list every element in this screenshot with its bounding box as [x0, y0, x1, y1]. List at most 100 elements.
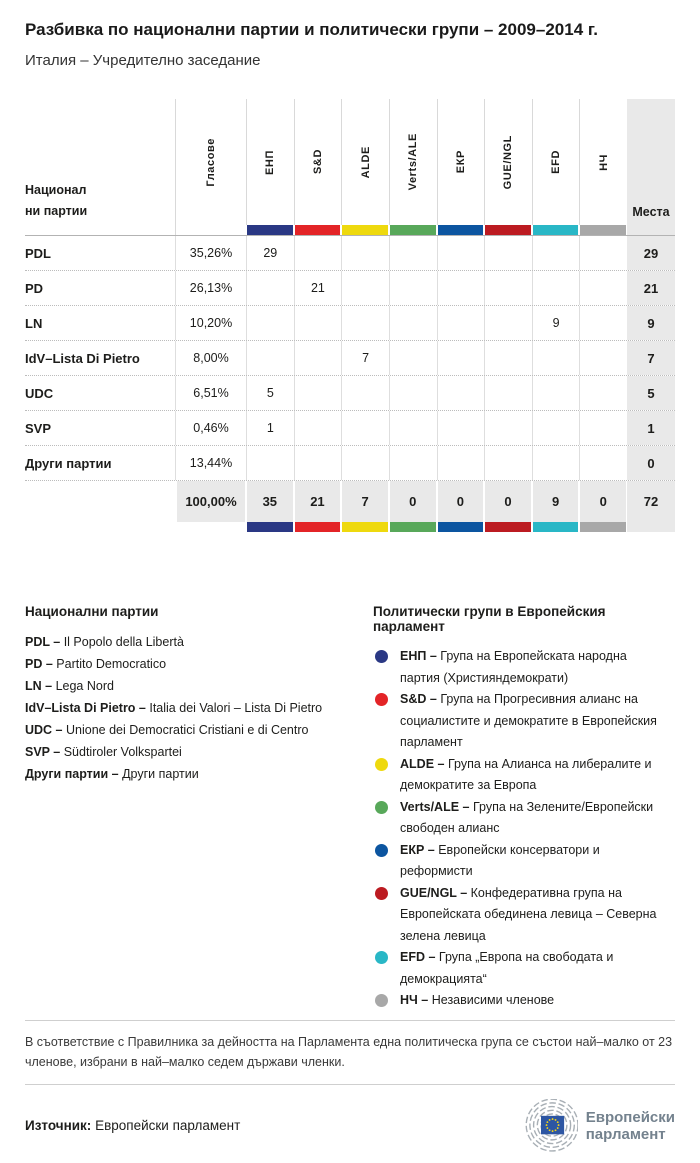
legend-item: ЕКР – Европейски консерватори и реформис… [373, 840, 675, 883]
group-seat-cell [293, 306, 342, 340]
group-color-strip-top [25, 225, 675, 235]
group-description: ЕНП – Група на Европейската народна парт… [400, 646, 665, 689]
legend-item: S&D – Група на Прогресивния алианс на со… [373, 689, 675, 754]
header-cell-group: EFD [531, 99, 580, 225]
source-line: Източник: Европейски парламент [25, 1118, 240, 1133]
legend-item: Verts/ALE – Група на Зелените/Европейски… [373, 797, 675, 840]
group-seat-cell [293, 341, 342, 375]
votes-cell: 0,46% [175, 411, 246, 445]
group-abbr: S&D – [400, 692, 437, 706]
group-seat-cell [484, 376, 532, 410]
group-color-strip [484, 522, 532, 532]
totals-group-cell: 0 [484, 481, 532, 522]
strip-spacer [25, 522, 175, 532]
group-seat-cell [341, 446, 389, 480]
header-cell-group: GUE/NGL [484, 99, 532, 225]
group-seat-cell [246, 446, 294, 480]
group-color-strip [579, 225, 627, 235]
party-full-name: Unione dei Democratici Cristiani e di Ce… [66, 723, 309, 737]
party-name-cell: Други партии [25, 455, 112, 471]
group-color-dot [375, 951, 388, 964]
group-seat-cell [388, 376, 437, 410]
group-description: НЧ – Независими членове [400, 990, 665, 1012]
group-seat-cell [436, 271, 485, 305]
group-seat-cell [484, 236, 532, 270]
group-description: Verts/ALE – Група на Зелените/Европейски… [400, 797, 665, 840]
group-column-label: S&D [311, 149, 324, 175]
legend-item: PD – Partito Democratico [25, 653, 373, 675]
group-seat-cell: 5 [246, 376, 294, 410]
group-seat-cell [531, 271, 580, 305]
party-name-cell: PDL [25, 245, 51, 261]
group-abbr: Verts/ALE – [400, 799, 470, 814]
group-seat-cell [293, 376, 342, 410]
votes-cell: 26,13% [175, 271, 246, 305]
totals-group-cell: 35 [246, 481, 294, 522]
logo-line-1: Европейски [585, 1108, 675, 1126]
group-abbr: ALDE – [400, 756, 445, 771]
group-seat-cell [531, 446, 580, 480]
group-color-dot [375, 843, 388, 857]
group-color-strip [389, 225, 437, 235]
group-description: ЕКР – Европейски консерватори и реформис… [400, 840, 665, 883]
group-seat-cell [388, 446, 437, 480]
group-seat-cell [293, 446, 342, 480]
seats-total-cell: 5 [627, 376, 675, 410]
group-seat-cell [341, 236, 389, 270]
group-abbr: GUE/NGL – [400, 885, 468, 900]
group-seat-cell [436, 306, 485, 340]
party-name-cell: SVP [25, 420, 52, 436]
header-cell-group: Verts/ALE [388, 99, 437, 225]
seats-total-cell: 7 [627, 341, 675, 375]
group-seat-cell [579, 236, 627, 270]
group-seat-cell [484, 306, 532, 340]
group-full-name: Група на Европейската народна партия (Хр… [400, 649, 627, 685]
political-groups-legend: Политически групи в Европейския парламен… [373, 604, 675, 1012]
totals-group-cell: 0 [436, 481, 485, 522]
votes-cell: 13,44% [175, 446, 246, 480]
group-color-strip-bottom [25, 522, 675, 532]
group-seat-cell [531, 376, 580, 410]
group-description: S&D – Група на Прогресивния алианс на со… [400, 689, 665, 754]
group-seat-cell [246, 341, 294, 375]
group-color-strip [437, 522, 485, 532]
page-title: Разбивка по национални партии и политиче… [25, 20, 598, 39]
party-abbr: Други партии – [25, 767, 119, 781]
group-seat-cell [436, 376, 485, 410]
group-seat-cell [579, 446, 627, 480]
group-seat-cell [579, 411, 627, 445]
group-seat-cell [436, 236, 485, 270]
party-abbr: PDL – [25, 635, 61, 649]
group-color-strip [341, 225, 389, 235]
legend-item: ЕНП – Група на Европейската народна парт… [373, 646, 675, 689]
header-cell-seats: Места [627, 99, 675, 225]
legend-heading: Национални партии [25, 604, 159, 619]
totals-group-cell: 9 [531, 481, 580, 522]
group-seat-cell [341, 271, 389, 305]
results-table: Национални партии Гласове ЕНП S&D ALDE V… [25, 99, 675, 532]
group-column-label: ЕНП [264, 149, 277, 175]
group-seat-cell [579, 341, 627, 375]
group-seat-cell [293, 411, 342, 445]
header-divider-line [25, 235, 675, 236]
group-abbr: ЕКР – [400, 842, 435, 857]
source-label: Източник: [25, 1118, 92, 1133]
header-cell-parties: Национални партии [25, 99, 175, 225]
group-seat-cell [293, 236, 342, 270]
totals-votes-cell: 100,00% [175, 481, 246, 522]
legend-item: EFD – Група „Европа на свободата и демок… [373, 947, 675, 990]
totals-row: 100,00% 35 21 7 0 0 0 9 0 72 [25, 481, 675, 522]
group-description: ALDE – Група на Алианса на либералите и … [400, 754, 665, 797]
group-full-name: Група на Прогресивния алианс на социалис… [400, 692, 657, 749]
seats-total-cell: 1 [627, 411, 675, 445]
group-seat-cell [484, 271, 532, 305]
group-column-label: ALDE [359, 145, 372, 179]
group-seat-cell: 21 [293, 271, 342, 305]
table-row: UDC 6,51% 5 5 [25, 376, 675, 411]
party-full-name: Други партии [122, 767, 199, 781]
group-color-strip [389, 522, 437, 532]
legend-item: LN – Lega Nord [25, 675, 373, 697]
table-row: IdV–Lista Di Pietro 8,00% 7 7 [25, 341, 675, 376]
totals-group-cell: 21 [293, 481, 342, 522]
group-seat-cell [484, 411, 532, 445]
